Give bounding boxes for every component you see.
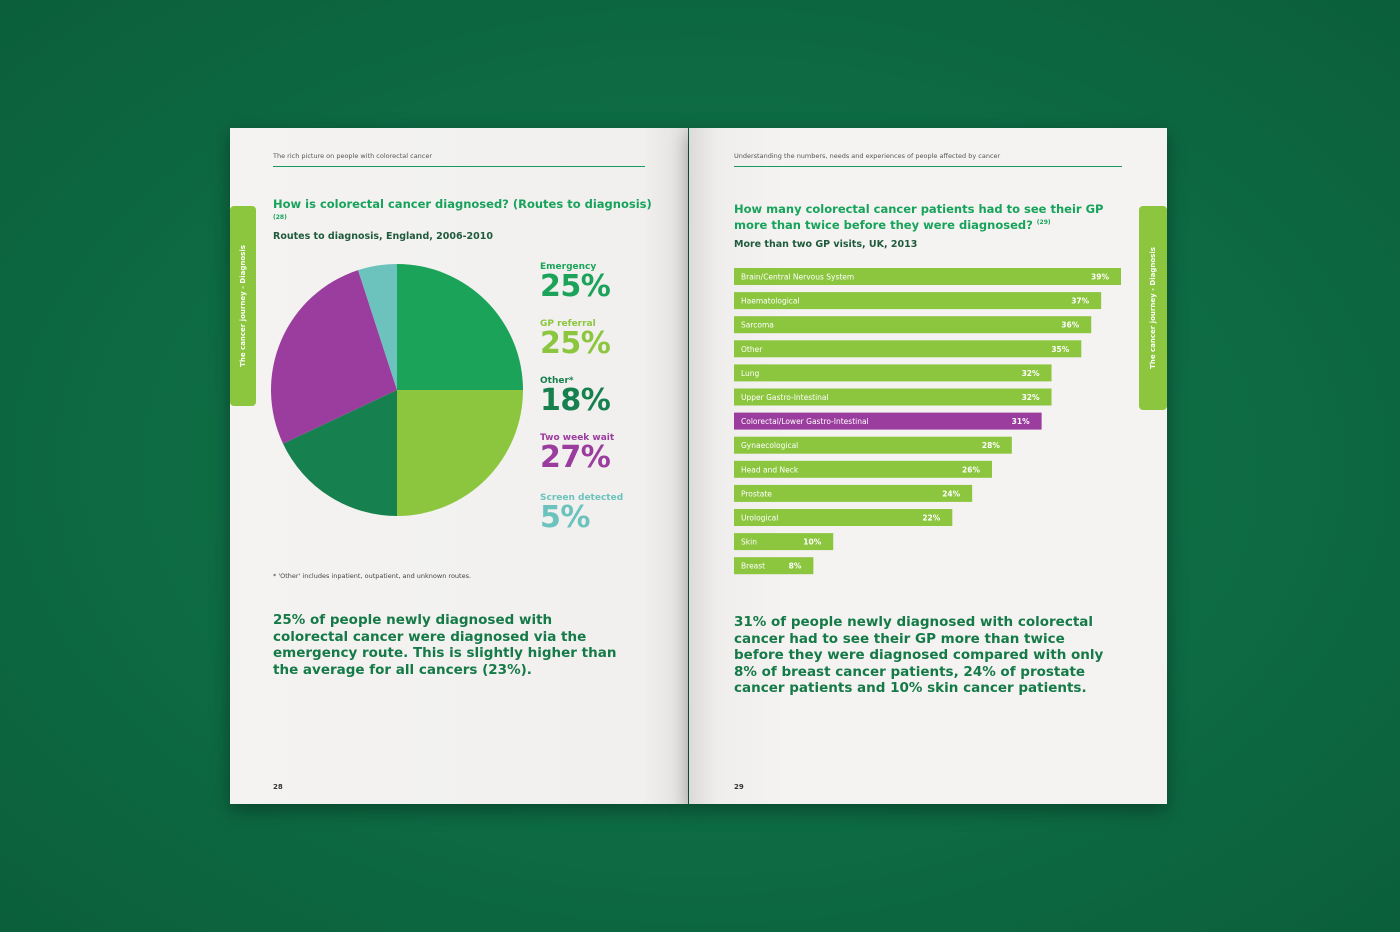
bar-category-label: Upper Gastro-Intestinal — [741, 393, 829, 402]
bar-category-label: Other — [741, 345, 763, 354]
bar-chart: Brain/Central Nervous System 39% Haematolo… — [734, 268, 1121, 575]
running-head-right: Understanding the numbers, needs and exp… — [734, 152, 1001, 160]
legend-label: Two week wait — [540, 433, 615, 443]
bar-head-and-neck — [734, 460, 992, 478]
legend-value: 27% — [540, 440, 611, 475]
bar-colorectal-lower-gastro-intestinal — [734, 412, 1042, 430]
pie-chart — [271, 264, 523, 516]
bar-category-label: Skin — [741, 538, 757, 547]
bar-value-label: 10% — [803, 538, 821, 547]
section-tab-left: The cancer journey - Diagnosis — [230, 206, 256, 406]
bar-lung — [734, 364, 1052, 382]
bar-category-label: Haematological — [741, 297, 800, 306]
bar-category-label: Sarcoma — [741, 321, 774, 330]
bar-value-label: 8% — [789, 562, 802, 571]
legend-item-two-week-wait: Two week wait 27% — [540, 433, 614, 473]
legend-label: GP referral — [540, 319, 596, 329]
legend-value: 25% — [540, 326, 611, 361]
pie-subtitle: Routes to diagnosis, England, 2006-2010 — [273, 231, 493, 242]
pie-slice-emergency — [397, 264, 523, 390]
pie-title-ref: (28) — [273, 214, 287, 221]
left-page: The rich picture on people with colorect… — [230, 128, 688, 804]
bar-urological — [734, 509, 953, 526]
right-summary: 31% of people newly diagnosed with color… — [734, 614, 1104, 696]
bar-value-label: 35% — [1051, 345, 1069, 354]
bar-value-label: 26% — [962, 465, 980, 474]
legend-item-gp-referral: GP referral 25% — [540, 319, 611, 361]
pie-slice-two-week-wait — [271, 270, 397, 444]
section-tab-right: The cancer journey - Diagnosis — [1139, 206, 1167, 410]
bar-haematological — [734, 292, 1102, 310]
legend-label: Other* — [540, 376, 574, 386]
bar-brain-central-nervous-system — [734, 268, 1121, 285]
bar-category-label: Colorectal/Lower Gastro-Intestinal — [741, 417, 869, 426]
bar-title-text: How many colorectal cancer patients had … — [734, 202, 1104, 232]
bar-value-label: 32% — [1022, 393, 1040, 402]
pie-slice-other — [282, 390, 397, 516]
page-number-left: 28 — [273, 783, 283, 791]
legend-item-other: Other* 18% — [540, 376, 611, 418]
left-summary: 25% of people newly diagnosed with color… — [273, 612, 617, 678]
bar-category-label: Head and Neck — [741, 465, 799, 474]
legend-item-emergency: Emergency 25% — [540, 262, 611, 304]
legend-value: 5% — [540, 500, 590, 535]
bar-gynaecological — [734, 436, 1012, 454]
bar-breast — [734, 557, 814, 575]
legend-item-screen-detected: Screen detected 5% — [540, 493, 623, 533]
bar-value-label: 36% — [1061, 321, 1079, 330]
bar-value-label: 37% — [1071, 297, 1089, 306]
section-tab-left-label: The cancer journey - Diagnosis — [239, 245, 247, 367]
bar-value-label: 22% — [922, 514, 940, 523]
pie-title: How is colorectal cancer diagnosed? (Rou… — [273, 198, 653, 227]
page-number-right: 29 — [734, 783, 744, 791]
right-page: Understanding the numbers, needs and exp… — [689, 128, 1167, 804]
bar-category-label: Gynaecological — [741, 441, 798, 450]
bar-prostate — [734, 484, 973, 502]
bar-category-label: Lung — [741, 369, 760, 378]
bar-category-label: Urological — [741, 514, 778, 523]
legend-value: 25% — [540, 269, 611, 304]
legend-label: Screen detected — [540, 493, 624, 503]
bar-upper-gastro-intestinal — [734, 388, 1052, 406]
pie-footnote: * 'Other' includes inpatient, outpatient… — [273, 572, 472, 580]
bar-skin — [734, 533, 834, 551]
bar-value-label: 28% — [982, 441, 1000, 450]
running-head-left: The rich picture on people with colorect… — [273, 152, 433, 160]
bar-value-label: 32% — [1022, 369, 1040, 378]
legend-label: Emergency — [540, 262, 597, 272]
bar-title-ref: (29) — [1036, 219, 1051, 226]
bar-value-label: 39% — [1091, 273, 1109, 282]
legend-value: 18% — [540, 383, 611, 418]
pie-slice-gp-referral — [397, 390, 523, 516]
header-rule-left — [273, 166, 645, 167]
bar-title: How many colorectal cancer patients had … — [734, 203, 1114, 232]
pie-title-text: How is colorectal cancer diagnosed? (Rou… — [273, 197, 652, 211]
bar-value-label: 24% — [942, 489, 960, 498]
bar-sarcoma — [734, 316, 1092, 334]
pie-slice-screen-detected — [358, 264, 397, 390]
bar-category-label: Breast — [741, 562, 765, 571]
header-rule-right — [734, 166, 1122, 167]
bar-subtitle: More than two GP visits, UK, 2013 — [734, 239, 918, 250]
bar-category-label: Prostate — [741, 489, 772, 498]
bar-other — [734, 340, 1082, 358]
bar-value-label: 31% — [1012, 417, 1030, 426]
bar-category-label: Brain/Central Nervous System — [741, 273, 854, 282]
